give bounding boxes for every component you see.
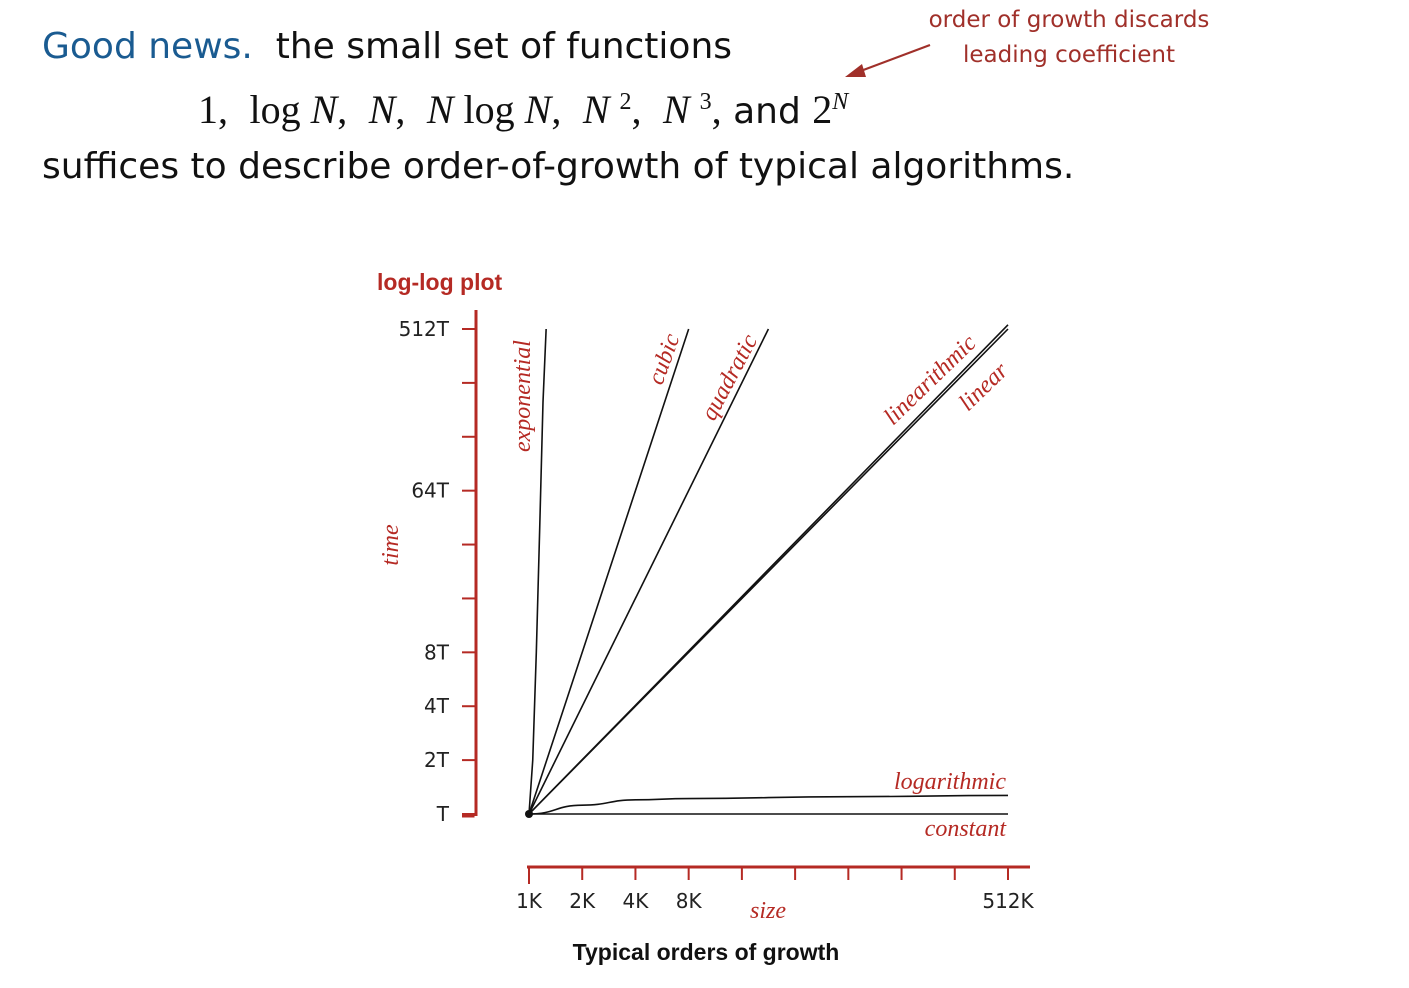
good-news-label: Good news.	[42, 26, 253, 67]
conclusion-text: suffices to describe order-of-growth of …	[42, 146, 1075, 187]
note-line-2: leading coefficient	[963, 42, 1175, 68]
y-axis-title: time	[378, 524, 404, 566]
y-tick-label-9: 512T	[399, 317, 450, 341]
series-cubic	[528, 328, 690, 815]
series-label-constant: constant	[925, 816, 1008, 842]
series-quadratic	[528, 328, 770, 815]
series-logarithmic	[528, 794, 1009, 815]
x-tick-label-3: 8K	[676, 889, 703, 913]
headline-text: the small set of functions	[275, 26, 733, 67]
chart-title: log-log plot	[377, 269, 503, 295]
note-line-1: order of growth discards	[928, 7, 1210, 33]
series-label-exponential: exponential	[510, 340, 536, 452]
fn-constant: 1,	[198, 87, 228, 132]
x-tick-label-2: 4K	[623, 889, 650, 913]
x-axis-title: size	[750, 898, 786, 924]
fn-exponential: 2N	[812, 87, 849, 132]
y-tick-label-3: 8T	[424, 640, 450, 664]
fn-n-cubed: N 3,	[662, 87, 722, 132]
x-tick-label-9: 512K	[982, 889, 1034, 913]
series-label-quadratic: quadratic	[696, 330, 763, 425]
series-exponential	[528, 328, 547, 815]
y-tick-label-1: 2T	[424, 748, 450, 772]
series-label-logarithmic: logarithmic	[894, 769, 1006, 795]
origin-point	[525, 810, 533, 818]
fn-log-n: log N,	[249, 87, 348, 132]
chart-caption: Typical orders of growth	[573, 939, 840, 965]
y-tick-label-2: 4T	[424, 694, 450, 718]
and-word: and	[733, 91, 801, 132]
fn-n-log-n: N log N,	[426, 87, 562, 132]
fn-n-squared: N 2,	[582, 87, 642, 132]
annotation-arrow	[845, 43, 931, 77]
x-tick-label-0: 1K	[516, 889, 543, 913]
headline: Good news. the small set of functions	[42, 26, 732, 67]
series-linearithmic	[528, 324, 1009, 815]
x-tick-label-1: 2K	[569, 889, 596, 913]
y-tick-label-6: 64T	[411, 479, 449, 503]
fn-n: N,	[368, 87, 406, 132]
function-list: 1, log N, N, N log N, N 2, N 3, and 2N	[198, 86, 848, 133]
series-label-linearithmic: linearithmic	[879, 330, 982, 430]
y-tick-label-0: T	[436, 802, 450, 826]
annotation-note: order of growth discards leading coeffic…	[904, 3, 1234, 73]
